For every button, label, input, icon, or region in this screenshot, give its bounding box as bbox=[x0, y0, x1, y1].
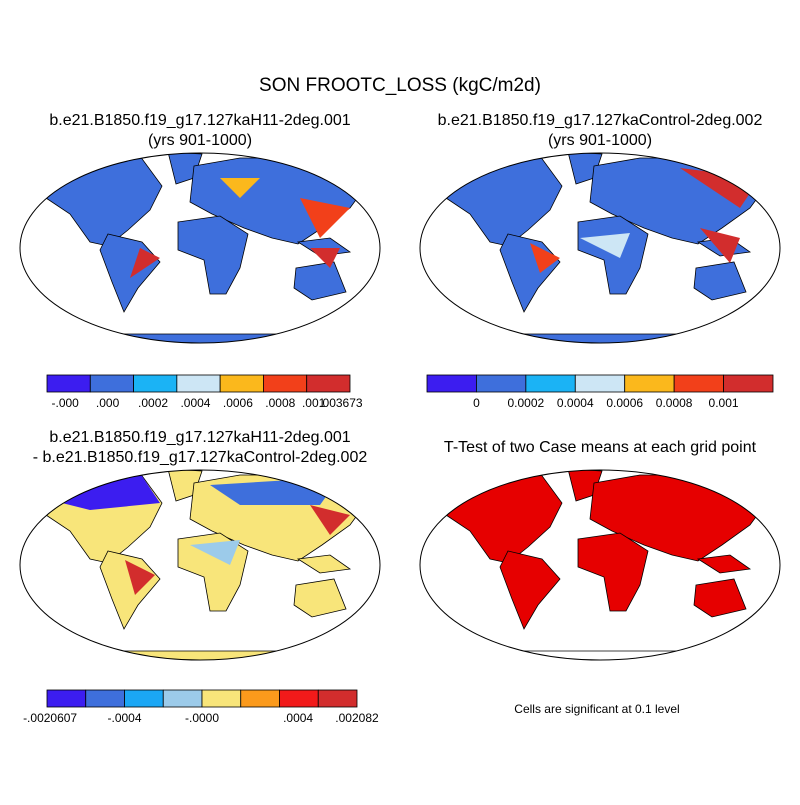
colorbar-box bbox=[201, 689, 242, 708]
colorbar-label: 0.0008 bbox=[656, 396, 693, 410]
data-patch bbox=[580, 233, 630, 258]
colorbar-box bbox=[306, 374, 351, 393]
colorbar-box bbox=[133, 374, 178, 393]
land bbox=[696, 554, 752, 574]
colorbar-box bbox=[240, 689, 280, 708]
panel-title: b.e21.B1850.f19_g17.127kaControl-2deg.00… bbox=[438, 112, 763, 129]
colorbar-label: .0006 bbox=[223, 396, 253, 410]
colorbar-label: 0.0002 bbox=[508, 396, 545, 410]
world-map bbox=[19, 469, 381, 661]
colorbar-box bbox=[426, 374, 477, 393]
data-patch bbox=[50, 473, 160, 510]
world-map bbox=[419, 469, 781, 661]
data-patch bbox=[220, 178, 260, 198]
data-patch bbox=[530, 243, 560, 273]
colorbar-box bbox=[46, 374, 91, 393]
colorbar-label: 0.001 bbox=[709, 396, 739, 410]
colorbar-box bbox=[89, 374, 134, 393]
colorbar-label: .0002 bbox=[138, 396, 168, 410]
colorbar-box bbox=[673, 374, 724, 393]
land bbox=[577, 532, 649, 612]
land bbox=[293, 578, 347, 618]
panel-title: T-Test of two Case means at each grid po… bbox=[444, 439, 757, 456]
data-patch bbox=[130, 248, 160, 278]
colorbar-box bbox=[46, 689, 87, 708]
colorbar-label: .0008 bbox=[265, 396, 295, 410]
colorbar-label: .002082 bbox=[335, 711, 379, 725]
colorbar-box bbox=[574, 374, 626, 393]
colorbar-box bbox=[624, 374, 675, 393]
land bbox=[577, 215, 649, 295]
map-border bbox=[419, 469, 781, 661]
colorbar-label: -.0020607 bbox=[23, 711, 77, 725]
figure-title: SON FROOTC_LOSS (kgC/m2d) bbox=[259, 75, 541, 96]
data-patch bbox=[310, 248, 340, 268]
colorbar-box bbox=[723, 374, 774, 393]
land bbox=[420, 650, 780, 660]
colorbar-box bbox=[219, 374, 264, 393]
colorbar-label: .001 bbox=[302, 396, 326, 410]
land bbox=[20, 650, 380, 660]
colorbar-label: -.0004 bbox=[107, 711, 141, 725]
colorbar-label: .000 bbox=[96, 396, 120, 410]
colorbar-box bbox=[476, 374, 527, 393]
panel-title: - b.e21.B1850.f19_g17.127kaControl-2deg.… bbox=[33, 449, 368, 466]
colorbar-box bbox=[124, 689, 164, 708]
colorbar-box bbox=[317, 689, 358, 708]
colorbar-label: -.0000 bbox=[185, 711, 219, 725]
land bbox=[693, 578, 747, 618]
world-map bbox=[19, 152, 381, 344]
significance-note: Cells are significant at 0.1 level bbox=[514, 702, 679, 716]
data-patch bbox=[125, 560, 155, 595]
colorbar-box bbox=[162, 689, 203, 708]
land bbox=[296, 554, 352, 574]
data-patch bbox=[700, 228, 740, 263]
land bbox=[499, 550, 561, 630]
colorbar-label: 0.0004 bbox=[557, 396, 594, 410]
colorbar-label: .003673 bbox=[319, 396, 363, 410]
colorbar-label: 0 bbox=[473, 396, 480, 410]
colorbar-box bbox=[176, 374, 221, 393]
panel-title: b.e21.B1850.f19_g17.127kaH11-2deg.001 bbox=[49, 112, 350, 129]
data-patch bbox=[190, 540, 240, 565]
colorbar-label: -.000 bbox=[52, 396, 80, 410]
panel-title: b.e21.B1850.f19_g17.127kaH11-2deg.001 bbox=[49, 429, 350, 446]
colorbar-label: 0.0006 bbox=[606, 396, 643, 410]
colorbar-label: .0004 bbox=[283, 711, 313, 725]
map-border bbox=[19, 152, 381, 344]
data-patch bbox=[310, 505, 350, 535]
map-border bbox=[419, 152, 781, 344]
world-map bbox=[419, 152, 781, 344]
panel-title: (yrs 901-1000) bbox=[148, 132, 252, 149]
colorbar-label: .0004 bbox=[180, 396, 210, 410]
data-patch bbox=[300, 198, 350, 238]
colorbar-box bbox=[263, 374, 308, 393]
colorbar-box bbox=[279, 689, 319, 708]
land bbox=[693, 261, 747, 301]
colorbar-box bbox=[85, 689, 125, 708]
land bbox=[420, 333, 780, 343]
land bbox=[177, 215, 249, 295]
panel-title: (yrs 901-1000) bbox=[548, 132, 652, 149]
land bbox=[20, 333, 380, 343]
map-border bbox=[19, 469, 381, 661]
colorbar-box bbox=[525, 374, 576, 393]
